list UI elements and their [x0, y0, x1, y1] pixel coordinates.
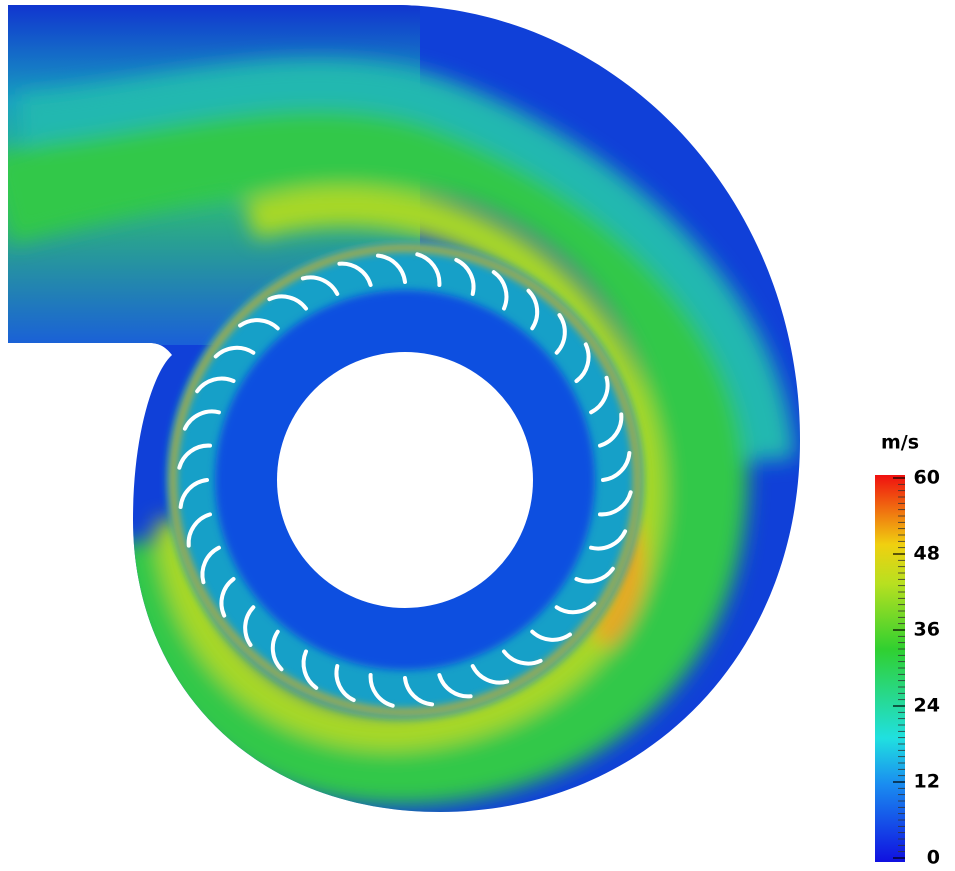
colorbar-tick-label: 0 — [927, 847, 940, 869]
colorbar-unit: m/s — [881, 432, 919, 454]
volute-field — [0, 0, 820, 820]
cfd-view: m/s 0 12 24 36 48 60 — [0, 0, 955, 871]
colorbar-tick-label: 48 — [914, 543, 940, 565]
colorbar-tick-label: 36 — [914, 619, 940, 641]
colorbar-tick-label: 60 — [914, 467, 940, 489]
colorbar-minor-ticks — [898, 478, 905, 858]
colorbar — [875, 475, 905, 862]
colorbar-tick-label: 24 — [914, 695, 940, 717]
colorbar-tick-label: 12 — [914, 771, 940, 793]
